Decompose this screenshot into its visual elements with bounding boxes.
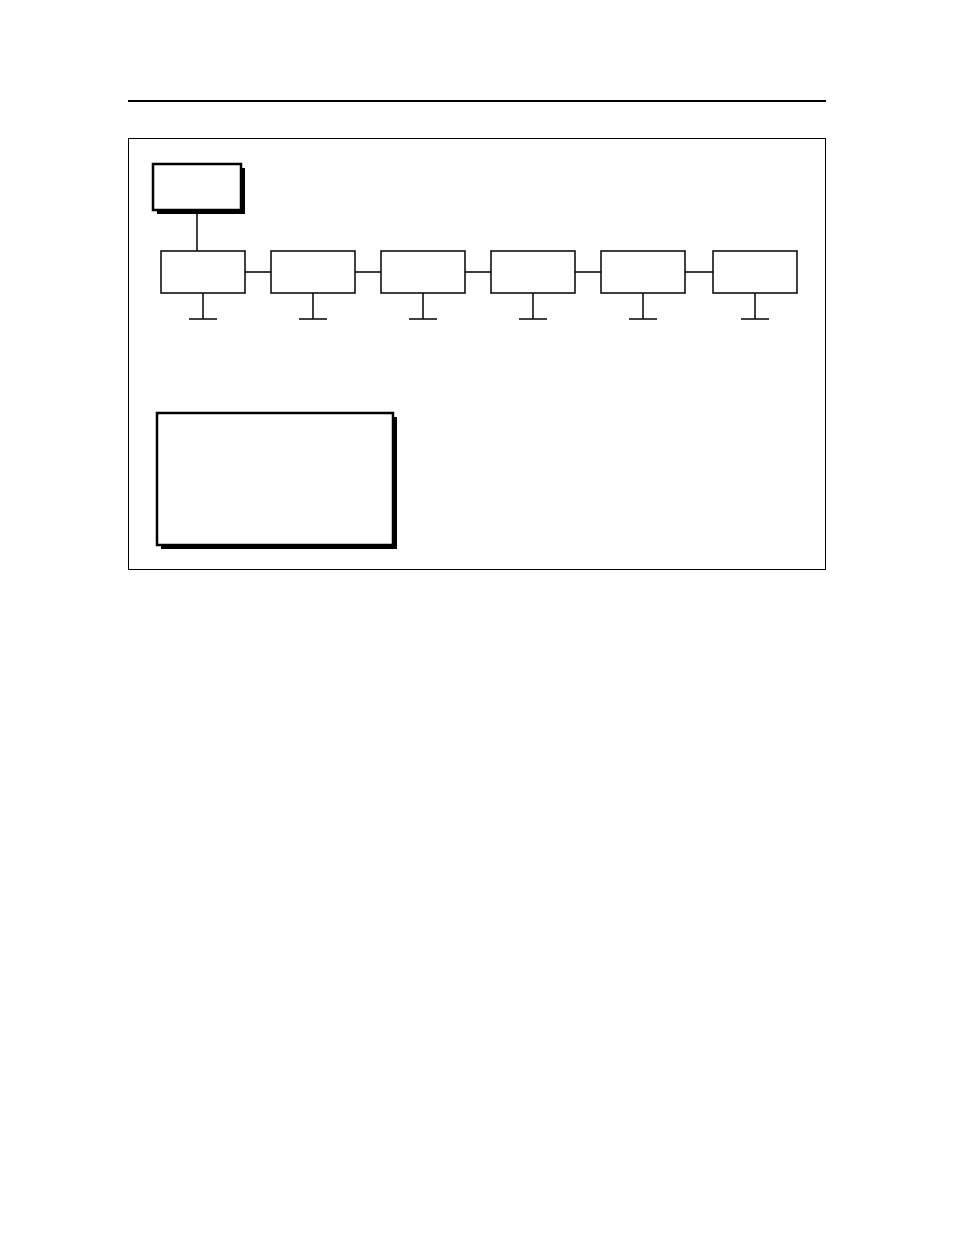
row-box xyxy=(381,251,465,293)
row-box xyxy=(161,251,245,293)
row-box xyxy=(601,251,685,293)
diagram-frame xyxy=(128,138,826,570)
page xyxy=(0,0,954,1235)
row-box xyxy=(491,251,575,293)
legend-box xyxy=(157,413,393,545)
top-box xyxy=(153,164,241,210)
row-box xyxy=(271,251,355,293)
row-box xyxy=(713,251,797,293)
diagram-svg xyxy=(129,139,827,571)
header-rule xyxy=(128,100,826,102)
